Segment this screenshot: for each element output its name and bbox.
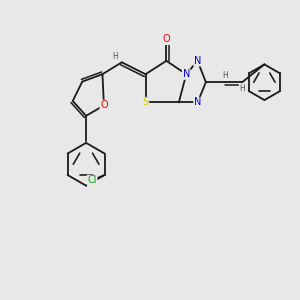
Text: Cl: Cl [87, 175, 97, 185]
Text: O: O [163, 34, 170, 44]
Text: N: N [194, 98, 201, 107]
Text: O: O [100, 100, 108, 110]
Text: N: N [183, 69, 190, 79]
Text: N: N [194, 56, 201, 66]
Text: H: H [222, 71, 228, 80]
Text: S: S [142, 98, 148, 107]
Text: H: H [239, 84, 245, 93]
Text: H: H [112, 52, 118, 62]
